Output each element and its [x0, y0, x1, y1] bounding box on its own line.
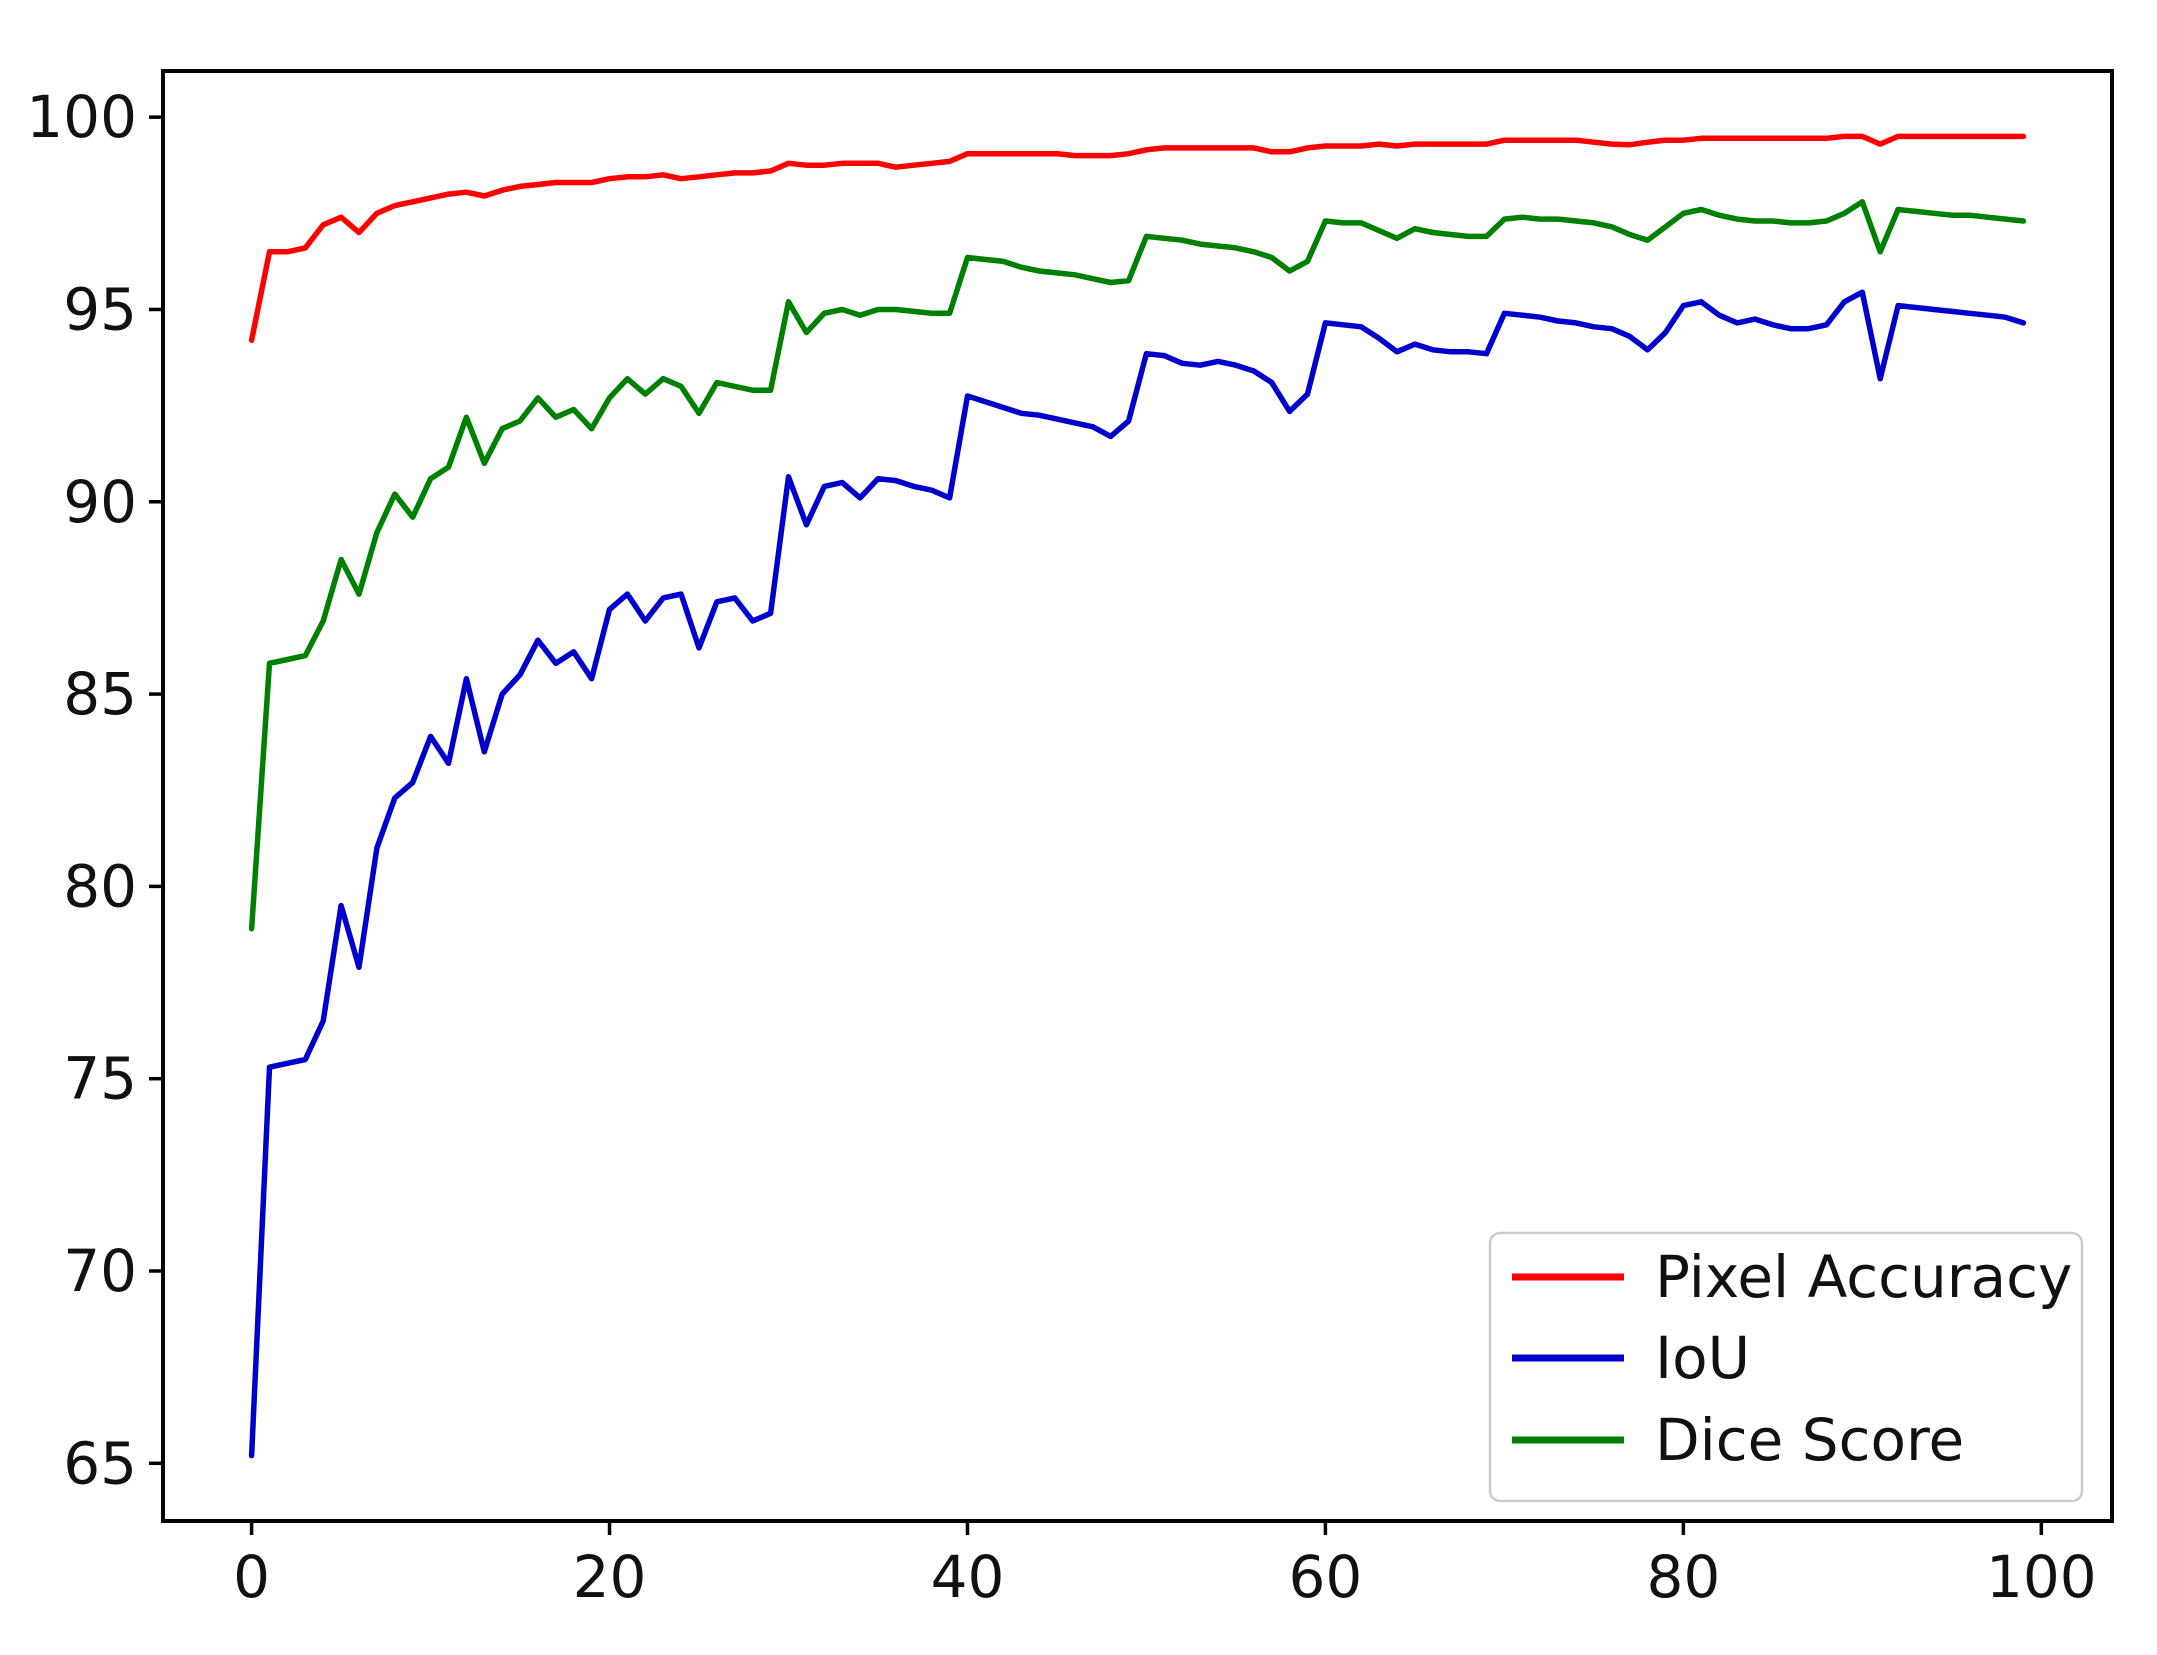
x-tick-label: 100 — [1986, 1543, 2097, 1611]
x-tick-label: 80 — [1646, 1543, 1720, 1611]
axes-frame — [161, 69, 2114, 1523]
x-tick-label: 60 — [1289, 1543, 1363, 1611]
legend-item-label: Pixel Accuracy — [1655, 1243, 2072, 1311]
series-line-dice-score — [248, 199, 2027, 932]
y-tick-label: 100 — [26, 83, 137, 151]
y-tick-label: 80 — [63, 852, 137, 920]
series-line-iou — [248, 289, 2027, 1459]
y-tick-label: 75 — [63, 1045, 137, 1113]
y-tick-label: 65 — [63, 1429, 137, 1497]
y-tick-label: 90 — [63, 468, 137, 536]
legend: Pixel Accuracy IoU Dice Score — [1488, 1231, 2084, 1503]
series-group — [248, 133, 2027, 1459]
x-tick-label: 0 — [233, 1543, 270, 1611]
legend-box — [1488, 1231, 2084, 1503]
ticks-group: 0 20 40 60 80 100 65 70 75 80 85 90 95 100 — [26, 83, 2096, 1611]
legend-item-dice-score: Dice Score — [1512, 1406, 1964, 1474]
x-tick-label: 40 — [931, 1543, 1005, 1611]
legend-item-pixel-accuracy: Pixel Accuracy — [1512, 1243, 2072, 1311]
legend-item-iou: IoU — [1512, 1324, 1750, 1392]
y-tick-label: 70 — [63, 1237, 137, 1305]
x-tick-label: 20 — [573, 1543, 647, 1611]
legend-item-label: IoU — [1655, 1324, 1750, 1392]
legend-item-label: Dice Score — [1655, 1406, 1964, 1474]
series-line-pixel-accuracy — [248, 133, 2027, 343]
y-tick-label: 95 — [63, 275, 137, 343]
y-tick-label: 85 — [63, 660, 137, 728]
